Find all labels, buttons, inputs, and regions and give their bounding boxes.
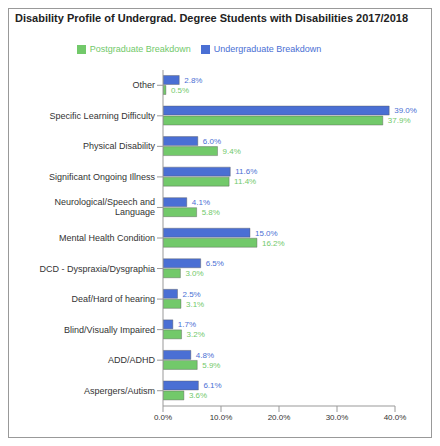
- svg-text:37.9%: 37.9%: [388, 116, 411, 125]
- svg-text:9.4%: 9.4%: [223, 147, 241, 156]
- svg-text:ADD/ADHD: ADD/ADHD: [108, 355, 156, 365]
- html-text:Postgraduate Breakdown: Postgraduate Breakdown: [89, 44, 191, 54]
- svg-text:Deaf/Hard of hearing: Deaf/Hard of hearing: [71, 294, 155, 304]
- svg-text:40.0%: 40.0%: [384, 413, 407, 422]
- svg-text:5.8%: 5.8%: [202, 208, 220, 217]
- svg-text:16.2%: 16.2%: [262, 239, 285, 248]
- svg-text:6.0%: 6.0%: [203, 137, 221, 146]
- svg-text:11.4%: 11.4%: [234, 177, 256, 186]
- svg-text:Mental Health Condition: Mental Health Condition: [59, 233, 155, 243]
- svg-text:Other: Other: [132, 80, 155, 90]
- svg-text:3.1%: 3.1%: [186, 300, 204, 309]
- svg-text:3.0%: 3.0%: [185, 269, 203, 278]
- html-text:Disability Profile of Undergra: Disability Profile of Undergrad. Degree …: [15, 12, 409, 24]
- svg-text:30.0%: 30.0%: [326, 413, 349, 422]
- svg-text:6.1%: 6.1%: [203, 381, 221, 390]
- svg-text:10.0%: 10.0%: [210, 413, 233, 422]
- svg-text:20.0%: 20.0%: [268, 413, 291, 422]
- svg-text:Neurological/Speech andLanguag: Neurological/Speech andLanguage: [54, 197, 155, 217]
- svg-text:DCD - Dyspraxia/Dysgraphia: DCD - Dyspraxia/Dysgraphia: [39, 264, 155, 274]
- svg-text:15.0%: 15.0%: [255, 229, 278, 238]
- svg-text:2.5%: 2.5%: [183, 290, 201, 299]
- svg-text:2.8%: 2.8%: [184, 76, 202, 85]
- svg-text:Significant Ongoing Illness: Significant Ongoing Illness: [49, 172, 156, 182]
- svg-text:Aspergers/Autism: Aspergers/Autism: [84, 386, 155, 396]
- html-text:Undergraduate Breakdown: Undergraduate Breakdown: [213, 44, 322, 54]
- svg-text:Blind/Visually Impaired: Blind/Visually Impaired: [64, 325, 155, 335]
- svg-text:3.2%: 3.2%: [187, 330, 205, 339]
- svg-text:Physical Disability: Physical Disability: [83, 141, 156, 151]
- svg-text:6.5%: 6.5%: [206, 259, 224, 268]
- svg-text:Specific Learning Difficulty: Specific Learning Difficulty: [50, 111, 156, 121]
- svg-text:1.7%: 1.7%: [178, 320, 196, 329]
- svg-text:4.1%: 4.1%: [192, 198, 210, 207]
- svg-text:5.9%: 5.9%: [202, 361, 220, 370]
- svg-text:0.5%: 0.5%: [171, 86, 189, 95]
- svg-text:0.0%: 0.0%: [154, 413, 172, 422]
- svg-text:39.0%: 39.0%: [394, 106, 417, 115]
- svg-text:4.8%: 4.8%: [196, 351, 214, 360]
- svg-text:3.6%: 3.6%: [189, 391, 207, 400]
- svg-text:11.6%: 11.6%: [235, 167, 257, 176]
